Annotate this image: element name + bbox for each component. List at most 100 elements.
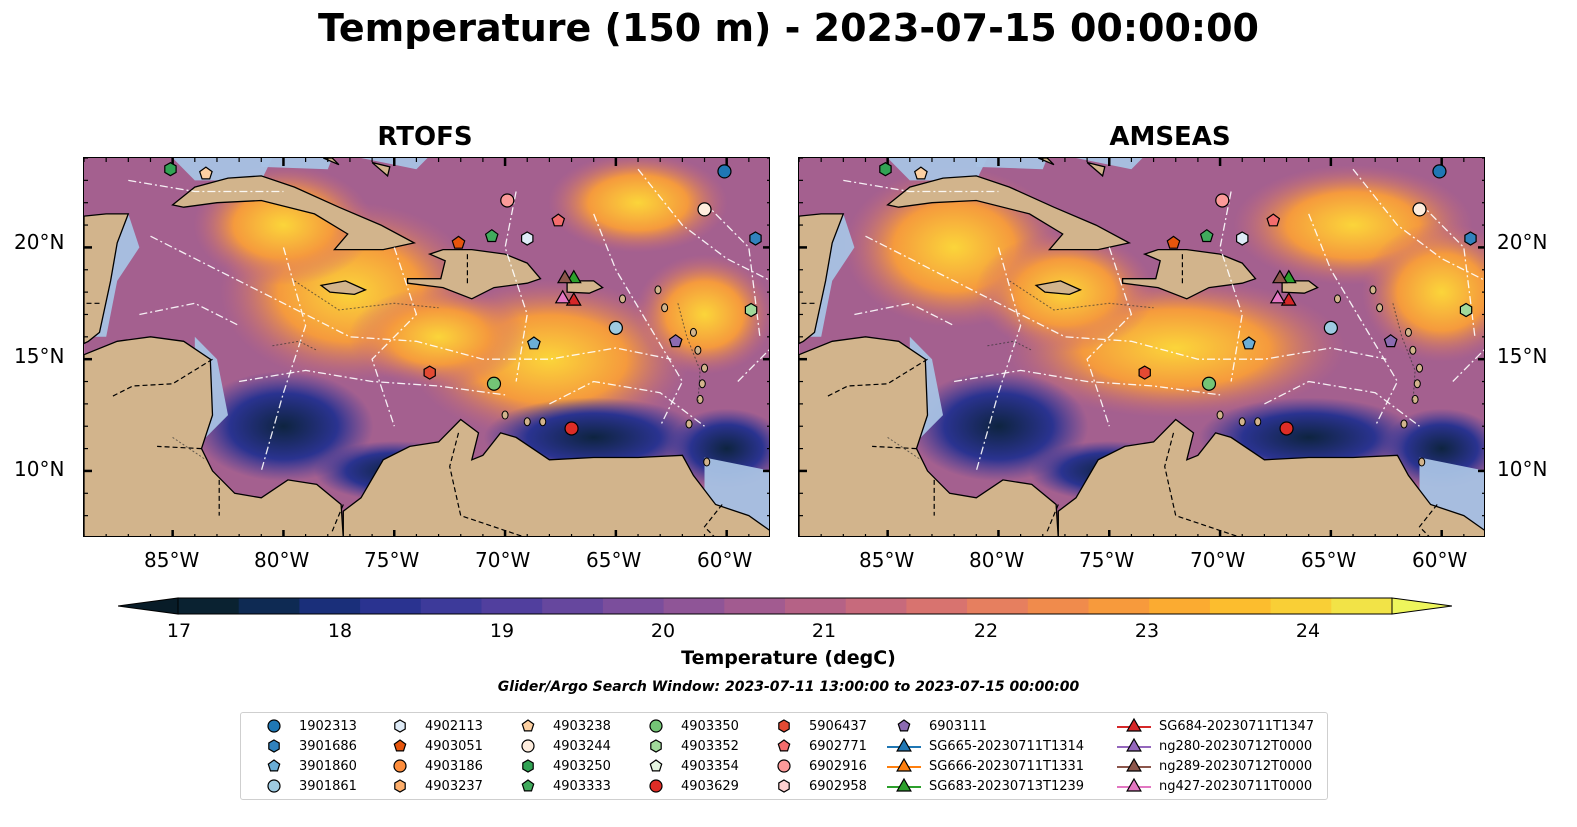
y-tick-label: 10°N [1497,457,1548,481]
legend-item: 4903250 [509,757,611,775]
search-window-text: Glider/Argo Search Window: 2023-07-11 13… [497,679,1080,695]
legend-marker-icon [509,737,553,755]
colorbar-tick: 22 [973,620,999,642]
float-marker-1902313 [717,164,732,179]
float-marker-3901860 [526,336,541,350]
x-tick-label: 80°W [254,548,310,572]
float-marker-4903350 [1201,376,1217,391]
map-panel-rtofs [83,157,770,537]
legend-item: 4903237 [381,777,483,795]
float-marker-6902771 [551,213,566,227]
float-marker-4903250 [164,162,177,177]
legend-marker-icon [765,777,809,795]
legend-marker-icon [885,737,929,755]
float-marker-4903237 [423,365,436,380]
legend-marker-icon [637,777,681,795]
float-marker-3901861 [608,320,623,335]
legend-marker-icon [1115,777,1159,795]
float-marker-4903238 [198,166,213,180]
float-marker-3901686 [749,231,762,246]
float-marker-4903333 [484,228,499,243]
float-marker-ng289-20230712T0000 [556,269,573,284]
legend-label: SG684-20230711T1347 [1159,718,1315,734]
legend-item: 6903111 [885,717,987,735]
legend-label: SG666-20230711T1331 [929,758,1085,774]
legend-marker-icon [1115,737,1159,755]
x-tick-label: 60°W [1412,548,1468,572]
legend-label: 4903244 [553,738,611,754]
legend-label: 4903186 [425,758,483,774]
legend-label: 4903237 [425,778,483,794]
float-marker-4903238 [913,166,928,180]
figure-title: Temperature (150 m) - 2023-07-15 00:00:0… [317,6,1259,50]
legend-item: 4903186 [381,757,483,775]
legend-label: 1902313 [299,718,357,734]
legend-marker-icon [381,737,425,755]
map-panel-amseas [798,157,1485,537]
legend-label: SG665-20230711T1314 [929,738,1085,754]
legend-marker-icon [637,717,681,735]
legend-label: 3901861 [299,778,357,794]
float-marker-4903352 [1459,302,1473,318]
legend-label: 3901860 [299,758,357,774]
float-marker-4903350 [486,376,502,391]
float-marker-6902771 [1266,213,1281,227]
y-tick-label: 20°N [1497,230,1548,254]
legend-marker-icon [509,717,553,735]
float-marker-ng289-20230712T0000 [1271,269,1288,284]
float-marker-3901860 [1241,336,1256,350]
legend-item: 3901686 [255,737,357,755]
float-marker-3901686 [1464,231,1477,246]
x-tick-label: 75°W [1079,548,1135,572]
legend-label: 4903629 [681,778,739,794]
legend-marker-icon [255,777,299,795]
y-tick-label: 20°N [14,230,65,254]
float-marker-4903352 [744,302,758,318]
legend-marker-icon [1115,757,1159,775]
float-marker-6902916 [1215,193,1230,208]
legend-item: 4903238 [509,717,611,735]
float-marker-ng427-20230711T0000 [1269,289,1286,304]
legend-marker-icon [637,737,681,755]
legend-marker-icon [255,717,299,735]
colorbar-tick: 23 [1134,620,1160,642]
legend-label: 6903111 [929,718,987,734]
x-tick-label: 70°W [475,548,531,572]
float-marker-ng427-20230711T0000 [554,289,571,304]
float-marker-4903237 [1138,365,1151,380]
legend-label: 6902771 [809,738,867,754]
legend-item: ng280-20230712T0000 [1115,737,1312,755]
float-marker-SG684-20230711T1347 [1280,291,1297,306]
y-tick-label: 10°N [14,457,65,481]
colorbar-tick: 24 [1295,620,1321,642]
legend-item: 4903051 [381,737,483,755]
legend-label: 4903250 [553,758,611,774]
float-marker-4903051 [451,235,466,249]
colorbar [118,597,1452,615]
legend-item: SG683-20230713T1239 [885,777,1084,795]
legend-label: ng289-20230712T0000 [1159,758,1313,774]
legend-item: SG666-20230711T1331 [885,757,1084,775]
legend-item: 4903244 [509,737,611,755]
legend-marker-icon [255,757,299,775]
legend-label: 4903354 [681,758,739,774]
y-tick-label: 15°N [1497,344,1548,368]
x-tick-label: 65°W [1301,548,1357,572]
legend-marker-icon [885,777,929,795]
legend-marker-icon [509,777,553,795]
colorbar-tick: 20 [650,620,676,642]
panel-title-amseas: AMSEAS [1109,122,1231,152]
legend-marker-icon [885,757,929,775]
legend-marker-icon [381,777,425,795]
x-tick-label: 80°W [969,548,1025,572]
legend-label: 4902113 [425,718,483,734]
float-marker-6903111 [1383,334,1398,348]
legend-label: ng427-20230711T0000 [1159,778,1313,794]
float-marker-SG684-20230711T1347 [565,291,582,306]
legend-item: 6902958 [765,777,867,795]
legend-item: 4903354 [637,757,739,775]
colorbar-tick: 19 [489,620,515,642]
legend-marker-icon [509,757,553,775]
colorbar-label: Temperature (degC) [681,647,896,669]
legend-label: 4903352 [681,738,739,754]
